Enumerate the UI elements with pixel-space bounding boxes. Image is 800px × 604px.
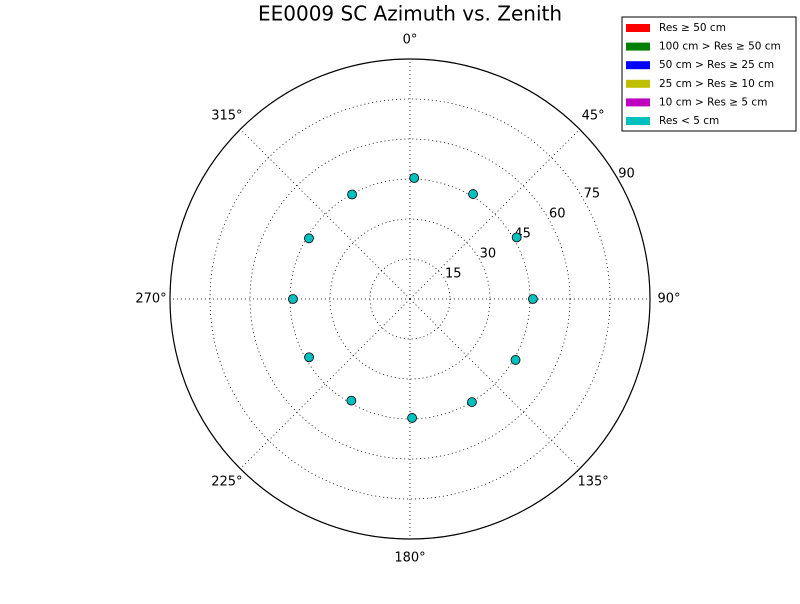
chart-title: EE0009 SC Azimuth vs. Zenith	[258, 2, 562, 26]
angle-tick-label: 315°	[211, 108, 242, 123]
point	[347, 189, 357, 200]
legend-label: Res ≥ 50 cm	[659, 22, 726, 34]
legend-label: 50 cm > Res ≥ 25 cm	[659, 59, 774, 71]
legend-label: Res < 5 cm	[659, 115, 719, 127]
point	[510, 355, 521, 365]
point	[409, 173, 420, 183]
grid-spoke	[240, 298, 411, 469]
legend-swatch	[626, 79, 650, 88]
grid-spoke	[409, 129, 580, 300]
point	[467, 397, 477, 407]
legend-swatch	[626, 98, 650, 107]
point	[528, 294, 538, 304]
point	[304, 233, 314, 244]
legend-swatch	[626, 24, 650, 32]
legend-swatch	[626, 61, 650, 70]
angle-tick-label: 45°	[582, 108, 605, 123]
grid-spoke	[409, 298, 580, 469]
point	[288, 294, 298, 304]
legend-label: 10 cm > Res ≥ 5 cm	[659, 96, 767, 108]
legend-box	[621, 16, 797, 132]
legend-swatch	[626, 117, 650, 125]
point	[468, 189, 478, 199]
point	[304, 352, 314, 363]
point	[346, 395, 357, 406]
legend: Res ≥ 50 cm 100 cm > Res ≥ 50 cm 50 cm > R…	[621, 16, 797, 132]
angle-tick-label: 180°	[394, 551, 425, 566]
outer-frame	[169, 58, 651, 540]
angle-tick-label: 270°	[135, 292, 166, 307]
point	[511, 232, 522, 243]
legend-label: 25 cm > Res ≥ 10 cm	[659, 78, 774, 90]
legend-swatch	[626, 42, 650, 51]
radial-tick-label: 15	[445, 267, 462, 282]
grid-spoke	[240, 129, 411, 300]
legend-label: 100 cm > Res ≥ 50 cm	[659, 41, 781, 53]
angle-tick-label: 135°	[577, 475, 608, 490]
radial-tick-label: 30	[480, 247, 497, 262]
angle-tick-label: 225°	[211, 475, 242, 490]
radial-tick-label: 60	[549, 207, 566, 222]
radial-tick-label: 75	[584, 187, 601, 202]
point	[407, 413, 417, 423]
radial-tick-label: 90	[618, 167, 635, 182]
angle-tick-label: 90°	[657, 292, 680, 307]
angle-tick-label: 0°	[403, 33, 418, 48]
